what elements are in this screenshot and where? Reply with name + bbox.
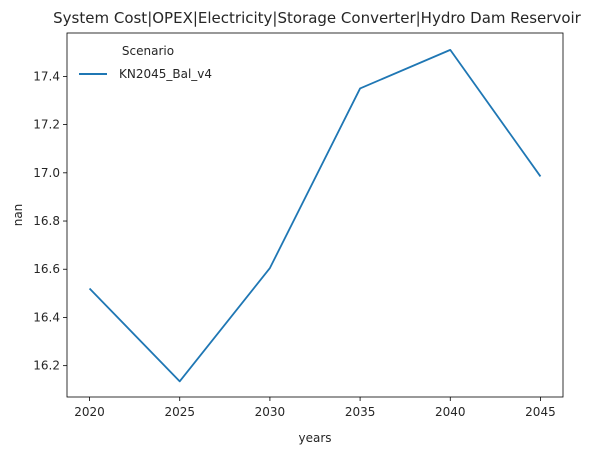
- y-axis-label: nan: [11, 204, 25, 227]
- legend-title: Scenario: [122, 44, 174, 58]
- chart-title: System Cost|OPEX|Electricity|Storage Con…: [53, 9, 582, 27]
- plot-area-frame: [66, 32, 564, 398]
- y-tick-label: 16.8: [33, 214, 60, 228]
- y-tick-label: 17.0: [33, 166, 60, 180]
- series-layer: [88, 48, 542, 383]
- legend-entry: KN2045_Bal_v4: [119, 67, 212, 81]
- x-axis: 2020 2025 2030 2035 2040 2045: [74, 397, 556, 419]
- legend: Scenario KN2045_Bal_v4: [79, 44, 212, 81]
- x-tick-label: 2020: [74, 405, 105, 419]
- y-tick-label: 17.2: [33, 118, 60, 132]
- y-axis: 16.2 16.4 16.6 16.8 17.0 17.2 17.4: [33, 69, 67, 373]
- x-tick-label: 2030: [255, 405, 286, 419]
- x-tick-label: 2045: [525, 405, 556, 419]
- y-tick-label: 17.4: [33, 69, 60, 83]
- series-line: [88, 48, 542, 383]
- x-tick-label: 2025: [164, 405, 195, 419]
- y-tick-label: 16.2: [33, 359, 60, 373]
- x-tick-label: 2040: [435, 405, 466, 419]
- x-tick-label: 2035: [345, 405, 376, 419]
- y-tick-label: 16.4: [33, 310, 60, 324]
- x-axis-label: years: [298, 431, 331, 445]
- y-tick-label: 16.6: [33, 262, 60, 276]
